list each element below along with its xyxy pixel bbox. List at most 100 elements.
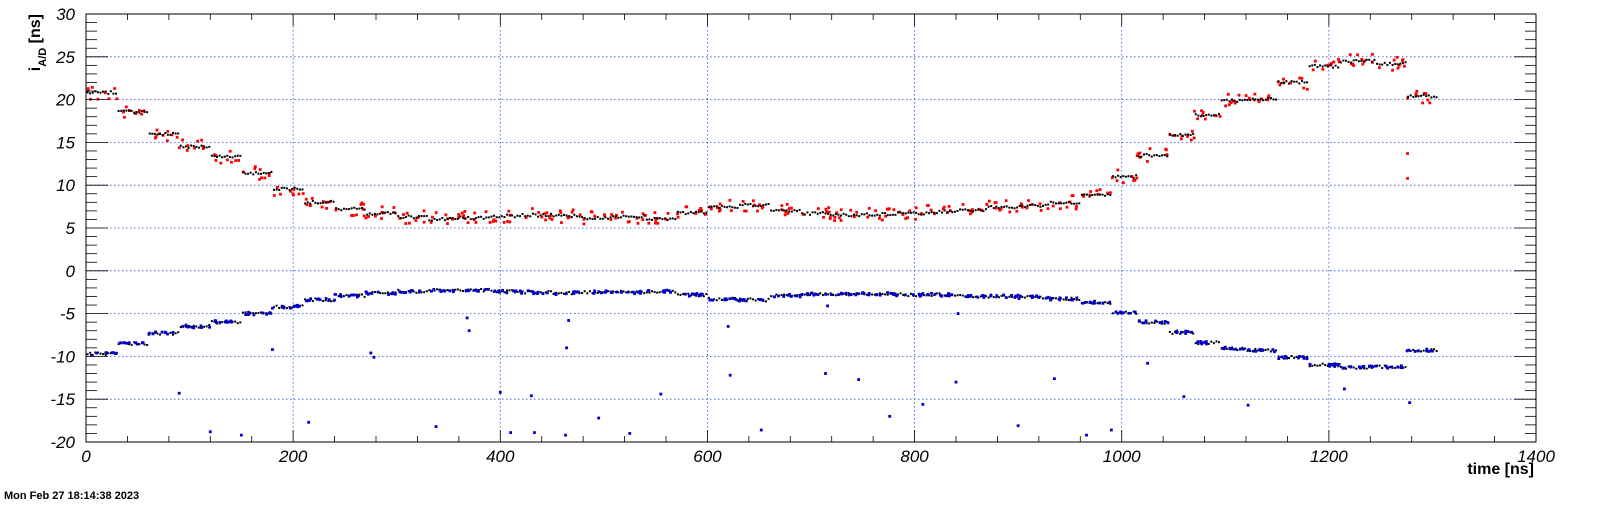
data-point-blue xyxy=(626,290,630,294)
data-point-red xyxy=(676,212,679,216)
data-point-black xyxy=(524,215,527,218)
data-point-red xyxy=(1244,94,1248,97)
data-point-black xyxy=(1003,205,1006,208)
data-point-red xyxy=(214,159,218,162)
data-point-black xyxy=(547,215,550,218)
data-point-black xyxy=(537,215,540,218)
data-point-black xyxy=(544,291,547,294)
data-point-black xyxy=(785,294,788,297)
data-point-black xyxy=(948,292,951,295)
data-point-red xyxy=(457,213,461,216)
data-point-blue xyxy=(252,313,256,317)
data-point-red xyxy=(1352,64,1356,68)
data-point-black xyxy=(1000,294,1003,297)
data-point-black xyxy=(174,132,177,135)
data-point-black xyxy=(1176,134,1179,137)
data-point-red xyxy=(1189,138,1193,142)
data-point-black xyxy=(594,217,597,220)
data-point-black xyxy=(780,294,783,297)
data-point-black xyxy=(275,304,278,307)
data-point-black xyxy=(280,186,283,189)
data-point-red xyxy=(1015,209,1019,213)
data-point-black xyxy=(1412,348,1415,351)
data-point-black xyxy=(368,292,371,295)
data-point-black xyxy=(938,209,941,212)
data-point-black xyxy=(1166,155,1169,158)
data-point-black xyxy=(192,145,195,148)
data-point-red xyxy=(684,205,688,209)
data-point-black xyxy=(1298,82,1301,85)
data-point-blue xyxy=(1254,349,1258,353)
data-point-black xyxy=(1339,61,1342,64)
data-point-blue xyxy=(1298,355,1301,358)
y-tick-label: 25 xyxy=(55,48,75,67)
data-point-red xyxy=(474,221,478,224)
data-point-blue xyxy=(1273,350,1276,354)
data-point-black xyxy=(539,291,542,294)
y-tick-label: 5 xyxy=(66,219,76,238)
data-point-black xyxy=(881,292,884,295)
data-point-red xyxy=(219,161,223,165)
data-point-black xyxy=(125,109,128,112)
data-point-black xyxy=(506,213,509,216)
data-point-black xyxy=(443,219,446,222)
data-point-black xyxy=(412,217,415,220)
data-point-black xyxy=(1197,114,1200,117)
data-point-red xyxy=(1200,109,1203,113)
data-point-black xyxy=(99,91,102,94)
data-point-black xyxy=(746,297,749,300)
data-point-black xyxy=(941,211,944,214)
data-point-blue xyxy=(333,292,337,296)
data-point-black xyxy=(210,154,213,157)
data-point-red xyxy=(258,168,262,171)
data-point-black xyxy=(889,214,892,217)
data-point-black xyxy=(485,216,488,219)
data-point-black xyxy=(842,212,845,215)
data-point-blue xyxy=(498,290,501,294)
data-point-black xyxy=(260,172,263,175)
data-point-red xyxy=(154,135,158,139)
data-point-black xyxy=(513,291,516,294)
data-point-blue xyxy=(151,332,155,336)
data-point-black xyxy=(1329,64,1332,67)
data-point-black xyxy=(138,111,141,114)
data-point-black xyxy=(456,288,459,291)
data-point-black xyxy=(1150,321,1153,324)
data-point-black xyxy=(322,201,325,204)
data-point-black xyxy=(1293,356,1296,359)
data-point-red xyxy=(942,205,946,209)
data-point-black xyxy=(1254,98,1257,101)
data-point-red xyxy=(694,212,698,215)
data-point-black xyxy=(1049,200,1052,203)
data-point-black xyxy=(775,209,778,212)
data-point-black xyxy=(643,214,646,217)
data-point-red xyxy=(507,209,511,213)
data-point-black xyxy=(1119,175,1122,178)
data-point-blue xyxy=(597,290,601,294)
data-point-black xyxy=(462,290,464,293)
data-point-black xyxy=(855,214,858,217)
data-point-black xyxy=(1210,340,1213,343)
data-point-red xyxy=(414,219,418,222)
data-point-blue xyxy=(357,294,360,298)
data-point-black xyxy=(104,90,107,93)
data-point-black xyxy=(966,209,969,212)
data-point-black xyxy=(1321,65,1324,68)
data-point-red xyxy=(1008,210,1012,214)
data-point-black xyxy=(472,218,475,221)
data-point-red xyxy=(1136,152,1140,156)
data-point-black xyxy=(847,215,850,218)
data-point-black xyxy=(99,352,102,355)
data-point-black xyxy=(1034,204,1037,207)
data-point-red xyxy=(1116,168,1120,172)
data-point-black xyxy=(205,146,208,149)
data-point-black xyxy=(669,217,672,220)
data-point-red xyxy=(822,215,825,219)
data-point-black xyxy=(1215,114,1218,117)
data-point-black xyxy=(1432,348,1435,351)
data-point-blue xyxy=(442,289,446,293)
data-point-blue xyxy=(398,290,402,294)
data-point-black xyxy=(410,215,413,218)
data-point-black xyxy=(1021,295,1024,298)
data-point-black xyxy=(741,204,744,207)
